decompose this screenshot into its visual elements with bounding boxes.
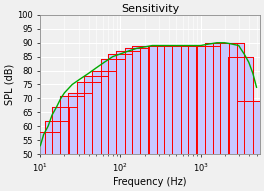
Bar (148, 45, 172, 154)
Bar (52, 107, 77, 154)
Bar (181, 45, 205, 154)
Bar (45, 121, 69, 154)
Bar (68, 93, 92, 154)
Bar (157, 45, 181, 154)
Bar (52, 107, 77, 154)
Bar (109, 54, 133, 154)
Bar (84, 76, 109, 154)
Bar (213, 43, 237, 154)
Bar (125, 48, 149, 154)
Bar (196, 45, 220, 154)
Bar (205, 43, 229, 154)
Bar (237, 101, 261, 154)
Bar (60, 96, 84, 154)
Bar (36, 132, 60, 154)
Bar (125, 48, 149, 154)
Bar (205, 43, 229, 154)
Bar (101, 59, 125, 154)
Bar (68, 93, 92, 154)
Bar (181, 45, 205, 154)
Bar (228, 57, 252, 154)
Bar (116, 51, 140, 154)
Bar (84, 76, 109, 154)
Y-axis label: SPL (dB): SPL (dB) (4, 64, 14, 105)
Bar (164, 45, 188, 154)
Bar (109, 54, 133, 154)
Bar (228, 57, 252, 154)
Bar (148, 45, 172, 154)
Bar (220, 43, 244, 154)
Bar (196, 45, 220, 154)
Bar (140, 45, 164, 154)
Bar (188, 45, 213, 154)
Bar (101, 59, 125, 154)
Bar (36, 132, 60, 154)
X-axis label: Frequency (Hz): Frequency (Hz) (113, 177, 187, 187)
Bar (116, 51, 140, 154)
Bar (188, 45, 213, 154)
Bar (164, 45, 188, 154)
Bar (220, 43, 244, 154)
Bar (133, 45, 157, 154)
Title: Sensitivity: Sensitivity (121, 4, 179, 14)
Bar (133, 45, 157, 154)
Bar (157, 45, 181, 154)
Bar (237, 101, 261, 154)
Bar (45, 121, 69, 154)
Bar (92, 70, 116, 154)
Bar (172, 45, 196, 154)
Bar (92, 70, 116, 154)
Bar (140, 45, 164, 154)
Bar (60, 96, 84, 154)
Bar (77, 82, 101, 154)
Bar (77, 82, 101, 154)
Bar (172, 45, 196, 154)
Bar (213, 43, 237, 154)
